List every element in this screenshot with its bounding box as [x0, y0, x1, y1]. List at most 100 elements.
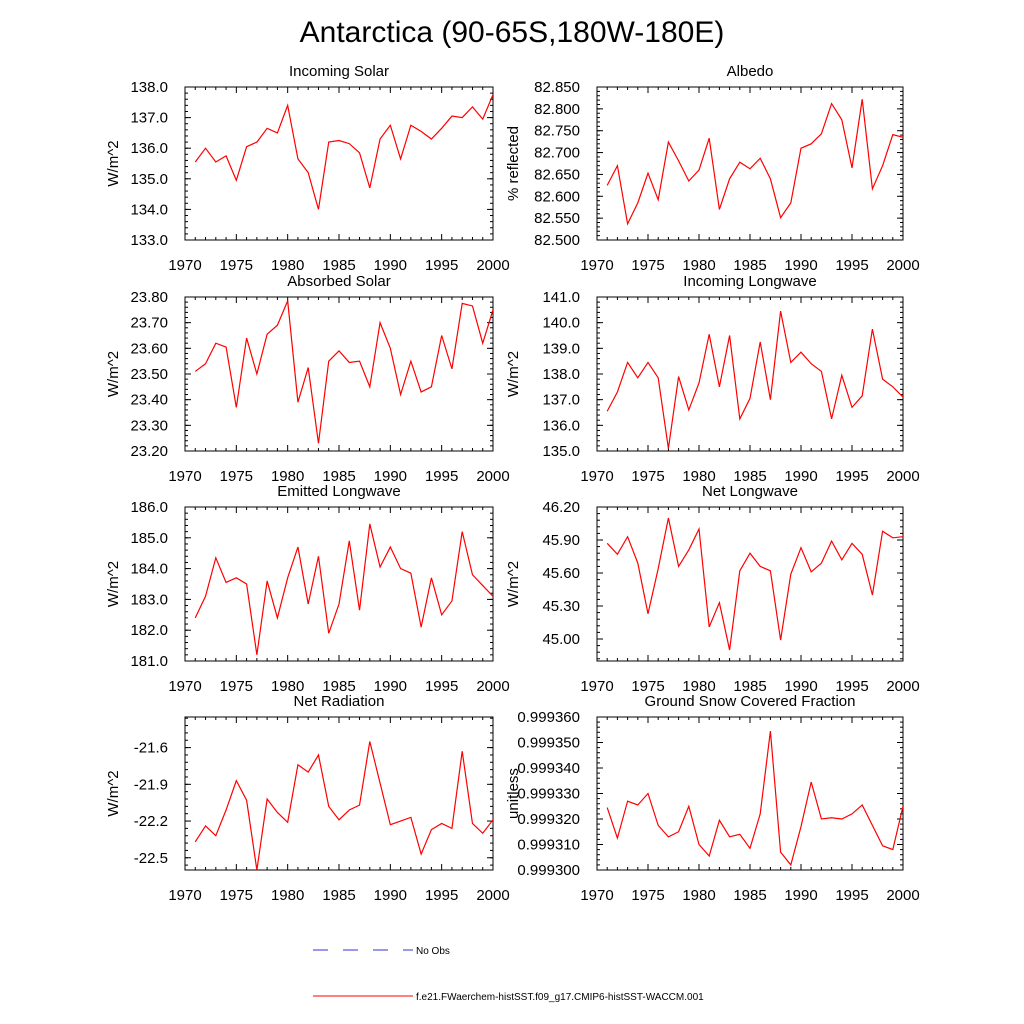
y-tick-label: 23.70: [130, 315, 168, 332]
y-tick-label: 45.60: [542, 565, 580, 582]
x-tick-label: 1975: [631, 678, 664, 695]
y-axis-label: W/m^2: [105, 351, 122, 397]
x-tick-label: 1985: [322, 887, 355, 904]
y-tick-label: 137.0: [130, 110, 168, 127]
y-tick-label: 46.20: [542, 499, 580, 516]
plot-frame: [596, 296, 904, 452]
panel-absorbed-solar: Absorbed Solar 1970 1975 1980 1985 1990 1995 20…: [105, 273, 510, 485]
y-tick-label: 82.800: [534, 101, 580, 118]
y-tick-label: -22.2: [134, 813, 168, 830]
x-tick-label: 1970: [580, 468, 613, 485]
x-tick-label: 1980: [682, 887, 715, 904]
x-tick-label: 1970: [168, 257, 201, 274]
y-tick-label: 184.0: [130, 561, 168, 578]
series-line: [606, 517, 903, 651]
y-axis-label: W/m^2: [105, 140, 122, 186]
y-tick-label: 0.999330: [517, 786, 580, 803]
x-tick-label: 1990: [374, 257, 407, 274]
y-tick-label: 135.0: [542, 443, 580, 460]
x-tick-label: 1970: [168, 678, 201, 695]
y-axis-label: % reflected: [505, 126, 522, 201]
y-tick-label: 136.0: [130, 140, 168, 157]
panel-title: Incoming Solar: [289, 63, 389, 80]
panel-title: Emitted Longwave: [277, 483, 400, 500]
x-tick-label: 1995: [425, 887, 458, 904]
x-tick-label: 1980: [271, 678, 304, 695]
plot-frame: [184, 86, 494, 241]
y-tick-label: 82.550: [534, 210, 580, 227]
y-tick-label: 182.0: [130, 622, 168, 639]
plot-frame: [596, 86, 904, 241]
y-tick-label: 23.60: [130, 340, 168, 357]
y-tick-label: 82.750: [534, 123, 580, 140]
y-tick-label: -21.9: [134, 776, 168, 793]
x-tick-label: 1975: [220, 887, 253, 904]
y-tick-label: 82.650: [534, 166, 580, 183]
series-line: [194, 741, 493, 870]
x-tick-label: 1970: [168, 468, 201, 485]
panel-title: Ground Snow Covered Fraction: [645, 693, 856, 710]
series-line: [194, 300, 493, 444]
x-tick-label: 2000: [476, 468, 509, 485]
y-tick-label: 0.999360: [517, 709, 580, 726]
panel-incoming-solar: Incoming Solar 1970 1975 1980 1985 1990 1995 20…: [105, 63, 510, 274]
y-tick-label: 82.850: [534, 79, 580, 96]
x-tick-label: 2000: [886, 257, 919, 274]
panel-net-longwave: Net Longwave 1970 1975 1980 1985 1990 1995 2000…: [505, 483, 920, 695]
series-line: [194, 523, 493, 655]
x-tick-label: 1995: [425, 678, 458, 695]
y-axis-label: W/m^2: [105, 561, 122, 607]
plot-frame: [596, 506, 904, 662]
panel-emitted-longwave: Emitted Longwave 1970 1975 1980 1985 1990 1995…: [105, 483, 510, 695]
legend-obs-label: No Obs: [416, 946, 450, 957]
series-line: [606, 99, 903, 226]
x-tick-label: 1975: [631, 257, 664, 274]
y-tick-label: 23.40: [130, 392, 168, 409]
x-tick-label: 1995: [425, 468, 458, 485]
y-axis-label: W/m^2: [505, 351, 522, 397]
x-tick-label: 1985: [733, 257, 766, 274]
x-tick-label: 1975: [220, 468, 253, 485]
x-tick-label: 1970: [580, 257, 613, 274]
x-tick-label: 1980: [271, 257, 304, 274]
y-tick-label: 0.999320: [517, 811, 580, 828]
x-tick-label: 1975: [220, 257, 253, 274]
x-tick-label: 1995: [425, 257, 458, 274]
x-tick-label: 1985: [322, 468, 355, 485]
x-tick-label: 1990: [784, 678, 817, 695]
y-tick-label: 141.0: [542, 289, 580, 306]
panels: Incoming Solar 1970 1975 1980 1985 1990 1995 20…: [105, 63, 920, 904]
x-tick-label: 1985: [322, 678, 355, 695]
legend: No Obs f.e21.FWaerchem-histSST.f09_g17.C…: [313, 946, 704, 1003]
x-tick-label: 2000: [476, 887, 509, 904]
panel-title: Albedo: [727, 63, 774, 80]
y-tick-label: 0.999310: [517, 837, 580, 854]
y-tick-label: 23.80: [130, 289, 168, 306]
y-tick-label: 82.700: [534, 145, 580, 162]
x-tick-label: 1985: [733, 678, 766, 695]
panel-net-radiation: Net Radiation 1970 1975 1980 1985 1990 1995 200…: [105, 693, 510, 904]
series-line: [606, 730, 903, 867]
y-tick-label: 186.0: [130, 499, 168, 516]
x-tick-label: 1980: [682, 257, 715, 274]
x-tick-label: 1975: [220, 678, 253, 695]
y-tick-label: 185.0: [130, 530, 168, 547]
y-tick-label: 0.999350: [517, 735, 580, 752]
x-tick-label: 1970: [580, 887, 613, 904]
y-tick-label: -22.5: [134, 850, 168, 867]
y-tick-label: 82.500: [534, 232, 580, 249]
y-tick-label: 181.0: [130, 653, 168, 670]
x-tick-label: 1995: [835, 257, 868, 274]
panel-ground-snow-covered-fraction: Ground Snow Covered Fraction 1970 1975 1980…: [505, 693, 920, 904]
legend-model-label: f.e21.FWaerchem-histSST.f09_g17.CMIP6-hi…: [416, 992, 704, 1003]
series-line: [194, 94, 493, 210]
y-tick-label: 136.0: [542, 417, 580, 434]
x-tick-label: 2000: [886, 468, 919, 485]
x-tick-label: 1980: [271, 887, 304, 904]
x-tick-label: 2000: [886, 887, 919, 904]
x-tick-label: 1985: [322, 257, 355, 274]
y-axis-label: unitless: [505, 768, 522, 819]
x-tick-label: 2000: [476, 678, 509, 695]
x-tick-label: 1995: [835, 887, 868, 904]
x-tick-label: 1995: [835, 468, 868, 485]
